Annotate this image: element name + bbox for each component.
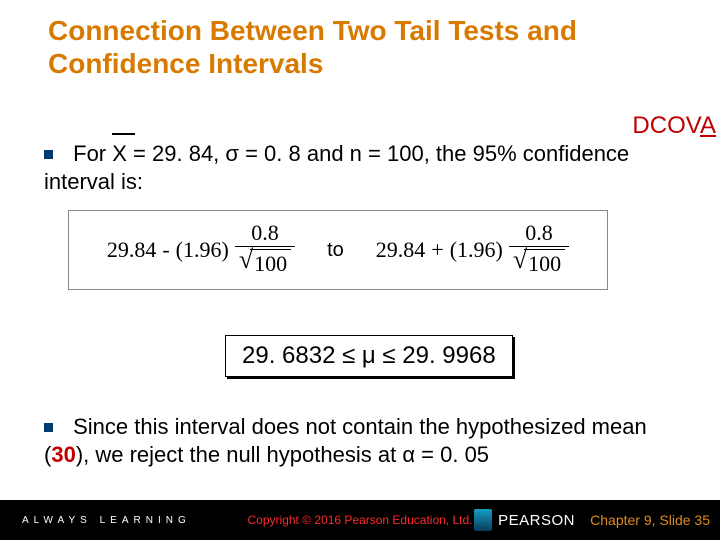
f-plus: + (431, 237, 443, 263)
sqrt-1: √ 100 (239, 249, 291, 279)
paragraph-2: Since this interval does not contain the… (44, 413, 684, 468)
pearson-logo-icon (474, 509, 492, 531)
f-minus: - (162, 237, 169, 263)
formula-box: 29.84 - (1.96) 0.8 √ 100 to 29.84 + (1.9… (68, 210, 608, 290)
pearson-text: PEARSON (498, 512, 575, 529)
x-bar-x: X (112, 141, 127, 166)
sqrt-icon: √ (513, 247, 527, 277)
dcova-prefix: DCOV (632, 112, 700, 139)
p2-t3: = 0. 05 (415, 442, 489, 467)
frac2-den: √ 100 (509, 246, 569, 279)
dcova-a: A (700, 112, 716, 139)
dcova-label: DCOVA (632, 112, 716, 140)
alpha-symbol: α (402, 442, 415, 467)
f-base-1: 29.84 (107, 237, 157, 263)
result-box: 29. 6832 ≤ μ ≤ 29. 9968 (225, 335, 513, 377)
sqrt-2: √ 100 (513, 249, 565, 279)
f-z-2: (1.96) (450, 237, 503, 263)
sqrt-icon: √ (239, 247, 253, 277)
hypothesized-mean: 30 (51, 442, 75, 467)
paragraph-1: For X = 29. 84, σ = 0. 8 and n = 100, th… (44, 140, 684, 195)
frac1-den: √ 100 (235, 246, 295, 279)
x-bar: X (112, 140, 127, 168)
frac2-num: 0.8 (521, 222, 557, 246)
formula-to: to (327, 239, 344, 262)
fraction-2: 0.8 √ 100 (509, 222, 569, 279)
bullet-icon (44, 150, 53, 159)
chapter-slide: Chapter 9, Slide 35 (590, 512, 710, 528)
fraction-1: 0.8 √ 100 (235, 222, 295, 279)
slide: Connection Between Two Tail Tests and Co… (0, 0, 720, 540)
formula-right: 29.84 + (1.96) 0.8 √ 100 (376, 222, 569, 279)
x-bar-line (112, 133, 135, 135)
pearson-brand: PEARSON (474, 509, 575, 531)
frac1-num: 0.8 (247, 222, 283, 246)
p1-for: For (73, 141, 106, 166)
p2-t2: ), we reject the null hypothesis at (76, 442, 403, 467)
sqrt1-arg: 100 (250, 249, 291, 279)
footer: ALWAYS LEARNING Copyright © 2016 Pearson… (0, 500, 720, 540)
sqrt2-arg: 100 (524, 249, 565, 279)
f-z-1: (1.96) (176, 237, 229, 263)
f-base-2: 29.84 (376, 237, 426, 263)
formula-left: 29.84 - (1.96) 0.8 √ 100 (107, 222, 295, 279)
p1-rest: = 29. 84, σ = 0. 8 and n = 100, the 95% … (44, 141, 629, 194)
slide-title: Connection Between Two Tail Tests and Co… (48, 14, 688, 80)
bullet-icon (44, 423, 53, 432)
